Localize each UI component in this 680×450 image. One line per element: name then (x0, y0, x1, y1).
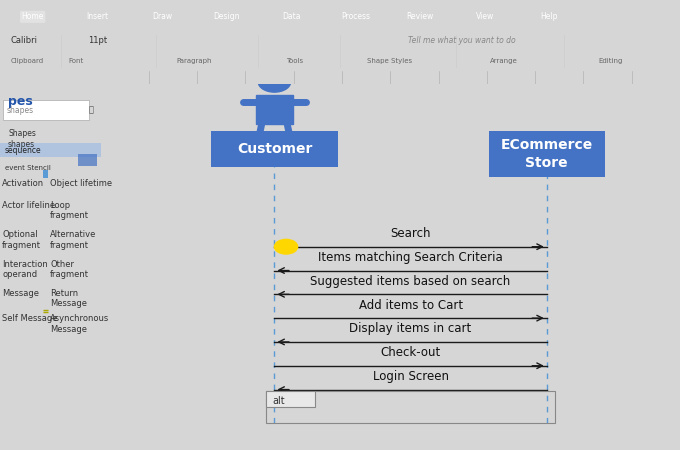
Text: Alternative
fragment: Alternative fragment (50, 230, 97, 250)
Text: alt: alt (273, 396, 286, 406)
Text: Shape Styles: Shape Styles (367, 58, 412, 64)
Text: Return
Message: Return Message (50, 289, 87, 308)
Text: Items matching Search Criteria: Items matching Search Criteria (318, 251, 503, 264)
Text: Object lifetime: Object lifetime (50, 179, 112, 188)
Text: Home: Home (22, 12, 44, 21)
FancyBboxPatch shape (489, 131, 605, 177)
Text: Other
fragment: Other fragment (50, 260, 89, 279)
Text: Arrange: Arrange (490, 58, 517, 64)
Text: ECommerce
Store: ECommerce Store (500, 138, 593, 171)
Text: Calibri: Calibri (10, 36, 37, 45)
Text: Optional
fragment: Optional fragment (2, 230, 41, 250)
Text: shapes: shapes (8, 140, 35, 149)
Text: ⌕: ⌕ (88, 106, 94, 115)
Text: shapes: shapes (7, 106, 34, 115)
FancyBboxPatch shape (0, 143, 101, 157)
Circle shape (275, 239, 298, 254)
Text: Search: Search (390, 227, 431, 240)
Text: Suggested items based on search: Suggested items based on search (311, 275, 511, 288)
Text: Self Message: Self Message (2, 315, 58, 324)
FancyBboxPatch shape (211, 131, 338, 167)
Text: Tell me what you want to do: Tell me what you want to do (408, 36, 515, 45)
Text: Shapes: Shapes (8, 130, 36, 139)
Text: Help: Help (541, 12, 558, 21)
FancyBboxPatch shape (3, 100, 88, 120)
Text: Asynchronous
Message: Asynchronous Message (50, 315, 109, 334)
Text: Login Screen: Login Screen (373, 370, 449, 383)
Text: Font: Font (68, 58, 83, 64)
Text: Draw: Draw (152, 12, 172, 21)
Text: Interaction
operand: Interaction operand (2, 260, 48, 279)
Text: Tools: Tools (286, 58, 303, 64)
Text: Paragraph: Paragraph (177, 58, 212, 64)
Text: sequence: sequence (5, 145, 41, 154)
Bar (266, 392, 556, 423)
Text: Message: Message (2, 289, 39, 298)
Text: pes: pes (8, 94, 33, 108)
Text: Clipboard: Clipboard (10, 58, 44, 64)
Text: Process: Process (341, 12, 370, 21)
Text: Data: Data (282, 12, 301, 21)
Text: Design: Design (214, 12, 239, 21)
FancyBboxPatch shape (78, 154, 97, 166)
Polygon shape (256, 94, 293, 124)
Text: Add items to Cart: Add items to Cart (358, 298, 462, 311)
Text: Insert: Insert (86, 12, 108, 21)
Text: Check-out: Check-out (381, 346, 441, 359)
Text: Review: Review (407, 12, 434, 21)
Bar (44, 170, 48, 178)
Text: 11pt: 11pt (88, 36, 107, 45)
Text: event Stencil: event Stencil (5, 165, 51, 171)
Text: Actor lifeline: Actor lifeline (2, 201, 55, 210)
Text: Customer: Customer (237, 142, 312, 156)
Circle shape (258, 72, 290, 92)
Text: Loop
fragment: Loop fragment (50, 201, 89, 220)
Text: Activation: Activation (2, 179, 44, 188)
Text: Editing: Editing (598, 58, 623, 64)
Bar (266, 392, 315, 407)
Text: View: View (476, 12, 494, 21)
Text: Display items in cart: Display items in cart (350, 322, 472, 335)
